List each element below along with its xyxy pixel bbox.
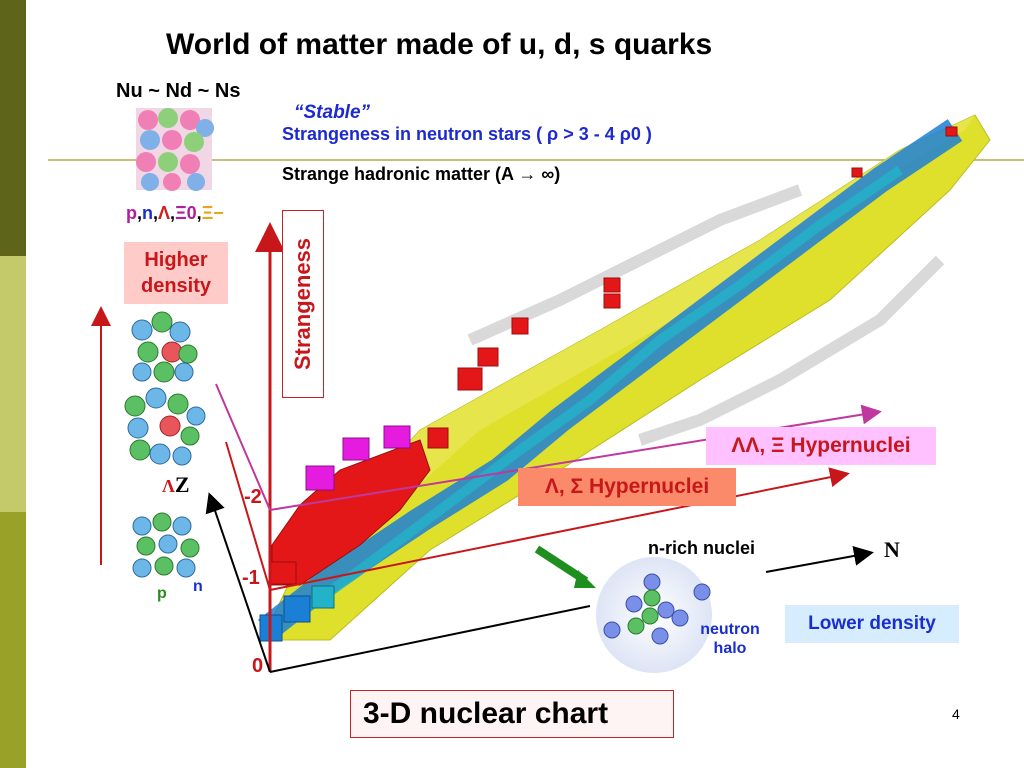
baryon-xi0: Ξ0: [175, 203, 197, 223]
strangeness-axis-label: Strangeness: [290, 237, 315, 371]
z-axis-arrow: [205, 492, 271, 673]
higher-density-box: Higher density: [124, 242, 228, 304]
neutron-label: n: [193, 578, 203, 595]
sidebar-mid-band: [0, 512, 26, 768]
baryon-neutron: n: [142, 203, 154, 223]
z-axis-letter: Z: [174, 472, 190, 497]
baryon-separator: ,: [170, 203, 176, 223]
minus1-plane-arrow: [269, 467, 850, 591]
slide-title: World of matter made of u, d, s quarks: [166, 28, 713, 61]
n-rich-nuclei-label: n-rich nuclei: [648, 538, 756, 558]
higher-density-line1: Higher: [144, 249, 208, 271]
baryon-separator: ,: [196, 203, 202, 223]
strangeness-zero-label: 0: [252, 655, 264, 677]
neutron-stars-label: Strangeness in neutron stars ( ρ > 3 - 4…: [282, 124, 652, 144]
strange-matter-cluster: [136, 108, 214, 191]
z-axis-lambda: Λ: [162, 476, 175, 496]
header-divider: [48, 159, 1024, 161]
strangeness-minus2-label: -2: [244, 486, 262, 508]
hypernucleus-cluster-top: [131, 311, 198, 383]
n-axis-arrow: [765, 546, 874, 573]
strangeness-minus2-layer: [305, 425, 411, 491]
strange-hadronic-matter-label: Strange hadronic matter (A → ∞): [282, 164, 561, 184]
baryon-separator: ,: [137, 203, 143, 223]
strangeness-axis-box: Strangeness: [282, 210, 324, 398]
double-lambda-xi-hypernuclei-box: ΛΛ, Ξ Hypernuclei: [706, 427, 936, 465]
quark-ratio-label: Nu ~ Nd ~ Ns: [116, 80, 241, 102]
sidebar-light-band: [0, 256, 26, 512]
lambda-sigma-hypernuclei-box: Λ, Σ Hypernuclei: [518, 468, 736, 506]
sidebar-dark-band: [0, 0, 26, 256]
baryon-separator: ,: [153, 203, 159, 223]
neutron-halo-nucleus: [596, 557, 712, 673]
higher-density-line2: density: [140, 275, 212, 297]
baryon-proton: p: [126, 203, 137, 223]
ordinary-nucleus-cluster: [132, 512, 200, 578]
neutron-halo-label: neutron halo: [693, 620, 767, 658]
nuclide-chart-band: [257, 114, 991, 641]
proton-label: p: [157, 585, 167, 602]
z-axis-label: ΛZ: [162, 472, 190, 498]
baryon-xi-minus: Ξ−: [201, 203, 224, 223]
lower-density-box: Lower density: [785, 605, 959, 643]
nuclear-chart-title-box: 3-D nuclear chart: [350, 690, 674, 738]
n-axis-line: [269, 605, 591, 673]
baryon-lambda: Λ: [158, 203, 171, 223]
strangeness-minus1-label: -1: [242, 567, 260, 589]
baryon-list: p,n,Λ,Ξ0,Ξ−: [126, 203, 224, 224]
page-number: 4: [952, 706, 960, 722]
neutron-halo-line2: halo: [713, 640, 747, 657]
strange-hadronic-matter-markers: [427, 126, 958, 449]
n-axis-label: N: [884, 537, 900, 562]
hypernucleus-cluster-middle: [124, 387, 206, 466]
neutron-halo-line1: neutron: [700, 621, 760, 638]
base-nuclei-blue-cubes: [259, 585, 335, 642]
stable-label: “Stable”: [294, 102, 371, 123]
